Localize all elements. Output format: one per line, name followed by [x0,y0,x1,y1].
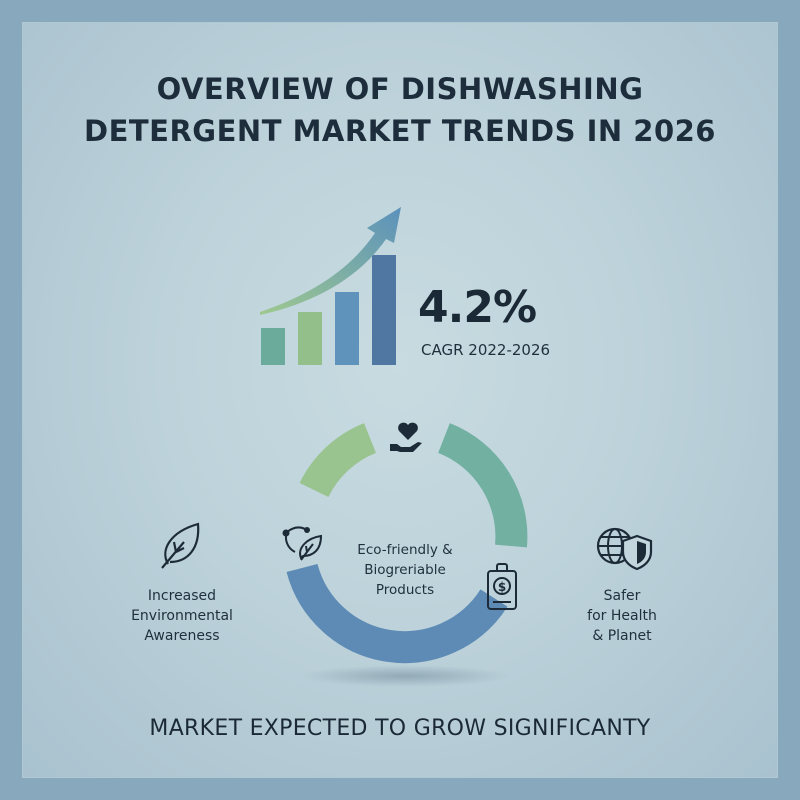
svg-text:$: $ [498,580,506,594]
bar-3 [335,292,359,365]
bar-1 [261,328,285,365]
molecule-leaf-icon [282,526,323,561]
cycle-ring [286,423,528,664]
right-line-3: & Planet [592,628,652,644]
page-title: OVERVIEW OF DISHWASHING DETERGENT MARKET… [0,68,800,152]
right-line-2: for Health [587,608,657,624]
left-line-1: Increased [147,588,217,604]
center-line-3: Products [375,582,435,598]
center-line-2: Biogreriable [364,562,446,578]
center-line-1: Eco-friendly & [357,542,453,558]
cycle-center-text: Eco-friendly & Biogreriable Products [330,540,480,600]
dollar-tag-icon: $ [487,563,517,610]
leaf-icon [161,522,200,569]
left-feature-label: Increased Environmental Awareness [120,586,244,646]
bar-2 [298,312,322,365]
cagr-label: CAGR 2022-2026 [421,341,551,359]
trend-arrow-icon [260,207,401,315]
growth-bar-chart [255,195,415,365]
globe-shield-icon [596,527,653,571]
left-line-3: Awareness [144,628,220,644]
heart-in-hand-icon [390,422,422,452]
cagr-value: 4.2% [418,282,537,333]
ring-shadow [300,665,510,687]
bar-4 [372,255,396,365]
right-line-1: Safer [603,588,641,604]
right-feature-label: Safer for Health & Planet [568,586,676,646]
title-line-2: DETERGENT MARKET TRENDS IN 2026 [84,114,716,148]
title-line-1: OVERVIEW OF DISHWASHING [156,72,644,106]
left-line-2: Environmental [131,608,233,624]
footer-headline: MARKET EXPECTED TO GROW SIGNIFICANTY [149,716,651,741]
